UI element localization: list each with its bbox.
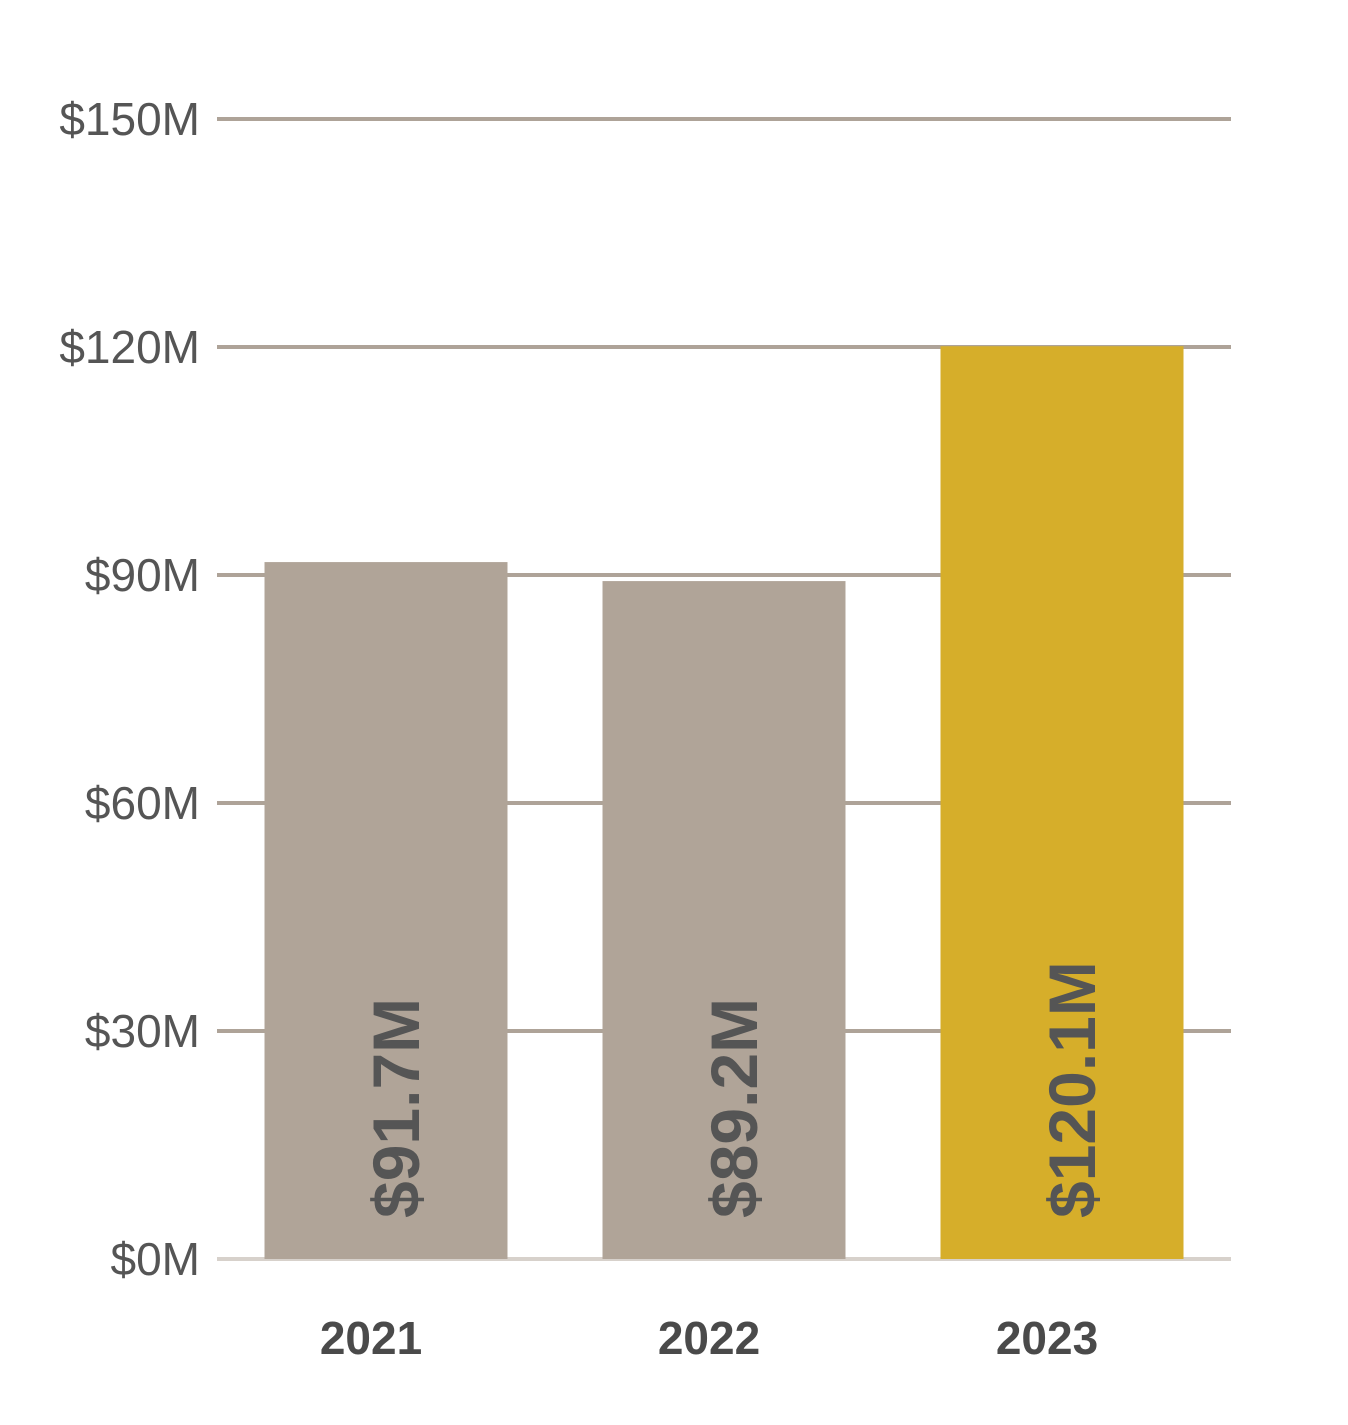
y-tick-label: $120M [59, 321, 200, 373]
bar-value-label: $120.1M [1035, 961, 1109, 1218]
y-tick-label: $90M [85, 549, 200, 601]
bars [264, 346, 1184, 1259]
bar-value-label: $89.2M [697, 998, 771, 1218]
y-tick-label: $150M [59, 93, 200, 145]
y-tick-label: $30M [85, 1005, 200, 1057]
bar [602, 581, 846, 1259]
x-tick-label: 2021 [320, 1312, 422, 1364]
x-tick-label: 2022 [658, 1312, 760, 1364]
y-tick-label: $60M [85, 777, 200, 829]
x-axis-ticks: 2021 2022 2023 [320, 1312, 1098, 1364]
bar [940, 346, 1184, 1259]
bar-value-labels: $91.7M $89.2M $120.1M [359, 961, 1109, 1218]
bar-value-label: $91.7M [359, 998, 433, 1218]
y-tick-label: $0M [111, 1233, 200, 1285]
bar [264, 562, 508, 1259]
y-axis-ticks: $0M $30M $60M $90M $120M $150M [59, 93, 200, 1285]
x-tick-label: 2023 [996, 1312, 1098, 1364]
